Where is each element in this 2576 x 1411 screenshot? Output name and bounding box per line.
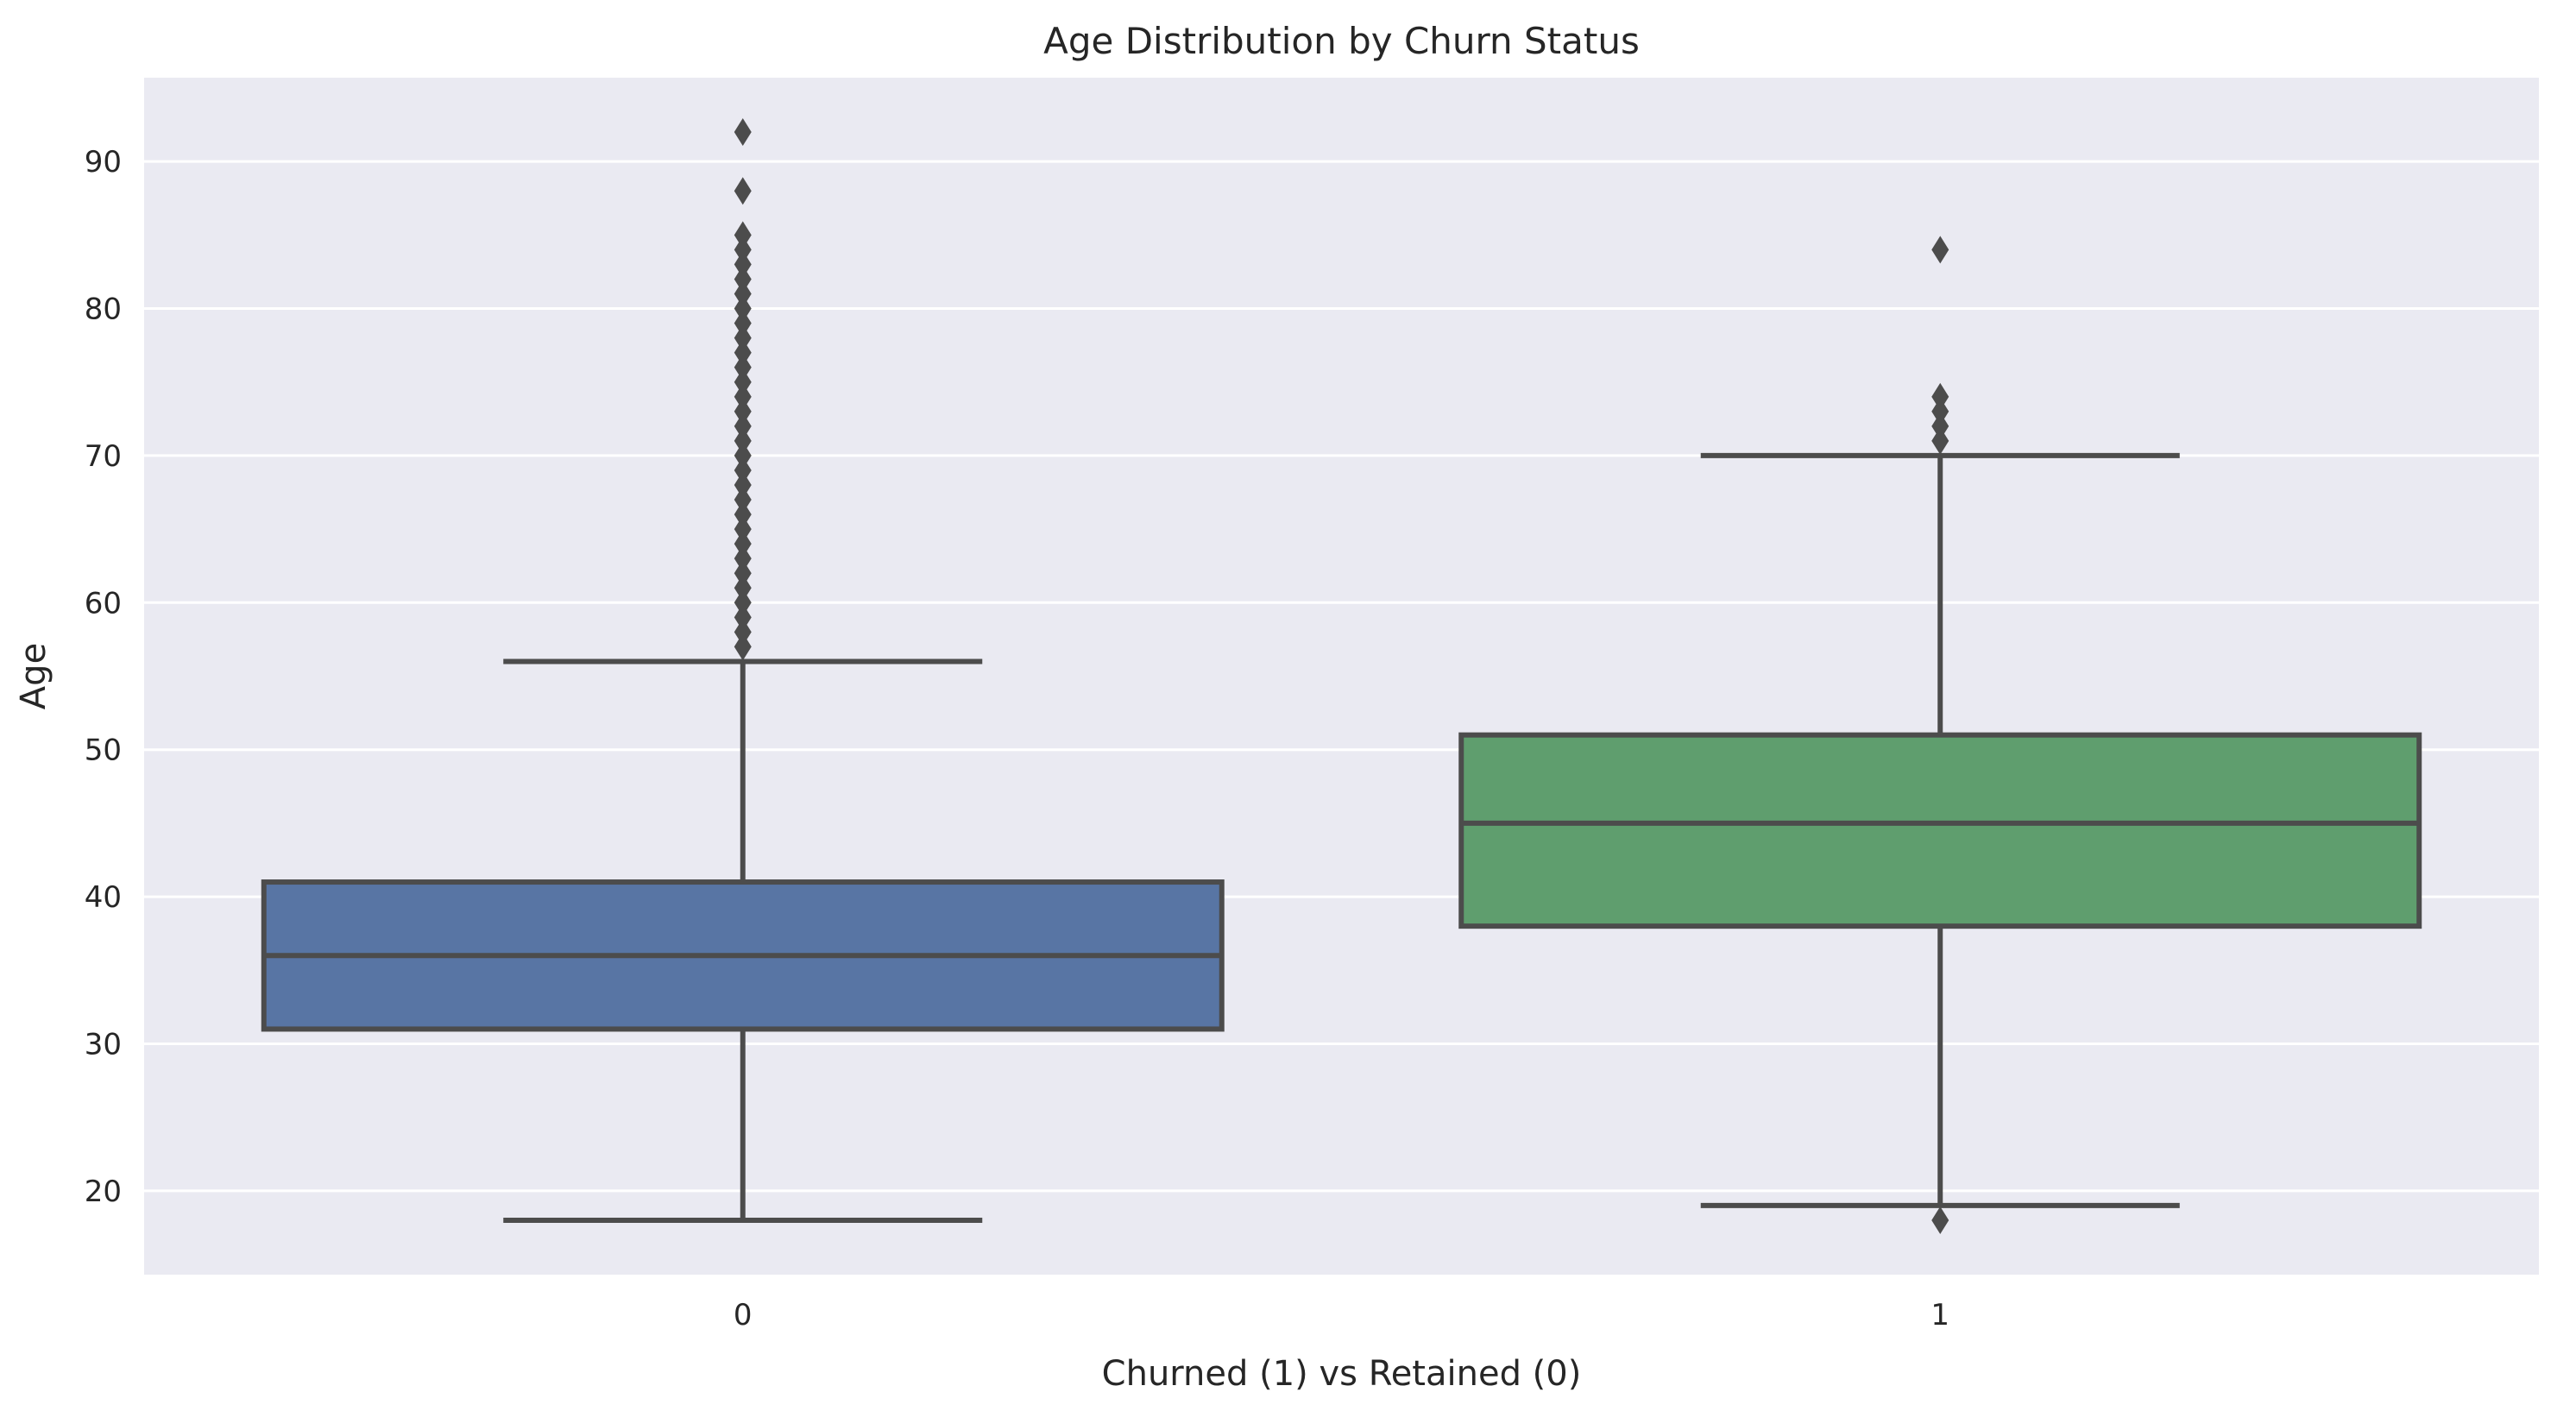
outlier-point <box>734 250 752 279</box>
outlier-point <box>734 441 752 469</box>
y-tick-label-90: 90 <box>85 145 122 180</box>
outlier-point <box>734 265 752 293</box>
outlier-point <box>734 486 752 514</box>
y-axis-label: Age <box>14 643 54 709</box>
y-tick-label-50: 50 <box>85 734 122 768</box>
outlier-point <box>734 353 752 381</box>
y-axis-ticks: 20 30 40 50 60 70 80 90 <box>85 145 122 1209</box>
x-tick-label-0: 0 <box>734 1298 753 1332</box>
y-tick-label-30: 30 <box>85 1027 122 1061</box>
outlier-point <box>734 338 752 367</box>
outlier-point <box>734 456 752 484</box>
iqr-box-1 <box>1458 732 2422 929</box>
outlier-point <box>1931 1206 1949 1234</box>
y-tick-label-60: 60 <box>85 586 122 620</box>
outlier-point <box>734 574 752 602</box>
outlier-point <box>1931 236 1949 264</box>
outlier-point <box>1931 397 1949 425</box>
chart-title: Age Distribution by Churn Status <box>1043 20 1640 62</box>
box-1 <box>1458 236 2422 1234</box>
box-0 <box>261 118 1225 1223</box>
x-tick-label-1: 1 <box>1930 1298 1949 1332</box>
outlier-point <box>734 221 752 249</box>
outlier-point <box>734 280 752 308</box>
outlier-point <box>734 515 752 544</box>
plot-area <box>144 78 2539 1275</box>
outlier-point <box>734 177 752 205</box>
outlier-point <box>734 618 752 646</box>
outlier-point <box>734 382 752 411</box>
y-tick-label-20: 20 <box>85 1175 122 1209</box>
y-tick-label-70: 70 <box>85 439 122 474</box>
outlier-point <box>734 324 752 352</box>
outlier-point <box>1931 412 1949 440</box>
y-tick-label-80: 80 <box>85 293 122 327</box>
outlier-point <box>734 603 752 632</box>
box-series <box>261 118 2422 1234</box>
outlier-point <box>1931 382 1949 411</box>
outlier-point <box>734 118 752 147</box>
outlier-point <box>734 368 752 396</box>
outlier-point <box>734 470 752 499</box>
outlier-point <box>734 545 752 573</box>
outlier-point <box>734 633 752 661</box>
outlier-point <box>734 294 752 323</box>
outlier-point <box>734 426 752 455</box>
outlier-point <box>734 309 752 337</box>
outlier-point <box>734 501 752 529</box>
outlier-point <box>734 397 752 425</box>
outlier-point <box>734 236 752 264</box>
outlier-point <box>734 530 752 558</box>
x-axis-label: Churned (1) vs Retained (0) <box>1102 1354 1582 1394</box>
outlier-point <box>734 559 752 588</box>
outlier-point <box>734 412 752 440</box>
outlier-point <box>1931 426 1949 455</box>
outlier-point <box>734 589 752 617</box>
y-tick-label-40: 40 <box>85 880 122 915</box>
